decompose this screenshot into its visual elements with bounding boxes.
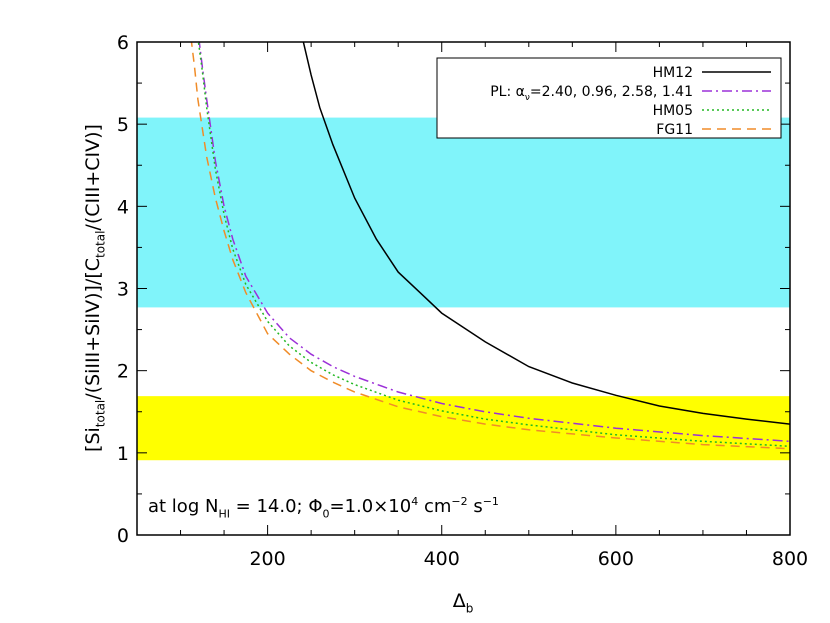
legend-label: HM12 — [653, 65, 693, 81]
y-axis-label: [Sitotal/(SiIII+SiIV)]/[Ctotal/(CIII+CIV… — [82, 124, 108, 452]
text-part: 4 — [411, 495, 418, 508]
text-part: ν — [525, 93, 530, 103]
text-part: PL: α — [490, 84, 525, 100]
series-line-1 — [198, 42, 790, 443]
text-part: [Si — [82, 427, 104, 452]
x-tick-label: 800 — [772, 548, 808, 570]
legend-label: HM05 — [653, 103, 693, 119]
cyan-band — [137, 117, 790, 308]
axis-ticks — [137, 41, 791, 536]
text-part: cm — [418, 496, 451, 517]
text-part: = 14.0; Φ — [230, 496, 323, 517]
text-part: b — [466, 602, 474, 616]
x-tick-label: 200 — [249, 548, 285, 570]
text-part: HI — [218, 507, 230, 520]
legend-label: FG11 — [656, 122, 693, 138]
text-part: 0 — [323, 507, 330, 520]
background-bands — [137, 117, 790, 461]
text-part: /(CIII+CIV)] — [82, 124, 104, 231]
y-tick-label: 1 — [117, 443, 129, 465]
annotation-text: at log NHI = 14.0; Φ0=1.0×104 cm−2 s−1 — [148, 495, 499, 521]
text-part: =1.0×10 — [330, 496, 412, 517]
x-tick-label: 600 — [598, 548, 634, 570]
tick-labels: 200 400 600 800 0 1 2 3 4 5 6 — [117, 32, 808, 570]
y-tick-label: 4 — [117, 196, 129, 218]
text-part: s — [468, 496, 483, 517]
y-tick-label: 5 — [117, 114, 129, 136]
series-line-3 — [190, 42, 790, 450]
text-part: total — [94, 231, 108, 258]
y-tick-label: 3 — [117, 279, 129, 301]
text-part: Δ — [453, 590, 466, 612]
series-line-0 — [302, 42, 790, 425]
text-part: FG11 — [656, 122, 693, 138]
y-tick-label: 6 — [117, 32, 129, 54]
yellow-band — [137, 396, 790, 461]
text-part: /(SiIII+SiIV)]/[C — [82, 258, 104, 400]
x-axis-label: Δb — [453, 590, 474, 616]
series-lines — [190, 42, 790, 450]
text-part: =2.40, 0.96, 2.58, 1.41 — [530, 84, 693, 100]
y-tick-label: 0 — [117, 525, 129, 547]
legend-label: PL: αν=2.40, 0.96, 2.58, 1.41 — [490, 84, 693, 103]
x-tick-label: 400 — [424, 548, 460, 570]
text-part: at log N — [148, 496, 218, 517]
text-part: HM12 — [653, 65, 693, 81]
text-part: total — [94, 400, 108, 427]
y-tick-label: 2 — [117, 361, 129, 383]
text-part: HM05 — [653, 103, 693, 119]
text-part: −1 — [483, 495, 499, 508]
text-part: −2 — [451, 495, 467, 508]
